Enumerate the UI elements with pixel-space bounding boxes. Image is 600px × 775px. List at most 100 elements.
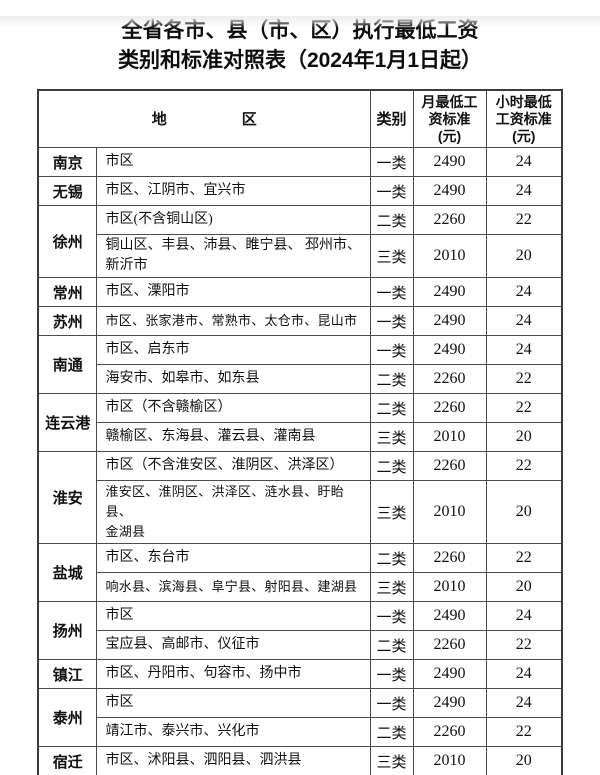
hourly-wage-cell: 24 — [485, 306, 563, 336]
category-cell: 二类 — [369, 393, 414, 423]
area-cell: 市区、丹阳市、句容市、扬中市 — [96, 659, 371, 689]
category-cell: 三类 — [369, 480, 414, 544]
page-title-line2: 类别和标准对照表（2024年1月1日起） — [117, 49, 483, 72]
category-cell: 三类 — [369, 422, 414, 452]
category-cell: 二类 — [369, 630, 414, 660]
table-row: 淮安 市区（不含淮安区、淮阴区、洪泽区） 二类 2260 22 — [37, 451, 563, 544]
category-cell: 一类 — [369, 277, 414, 307]
city-cell: 连云港 — [37, 393, 98, 452]
monthly-wage-cell: 2260 — [412, 393, 487, 423]
monthly-wage-cell: 2490 — [412, 659, 487, 689]
monthly-wage-cell: 2010 — [412, 572, 487, 602]
area-cell: 市区 — [96, 147, 371, 177]
hourly-wage-cell: 24 — [485, 659, 563, 689]
area-cell: 赣榆区、东海县、灌云县、灌南县 — [96, 422, 371, 452]
category-cell: 二类 — [369, 543, 414, 573]
city-cell: 徐州 — [37, 205, 98, 278]
area-cell: 市区 — [96, 688, 371, 718]
hourly-wage-cell: 24 — [485, 688, 563, 718]
table-row: 南京 市区 一类 2490 24 — [37, 147, 563, 177]
table-row: 常州 市区、溧阳市 一类 2490 24 — [37, 277, 563, 307]
city-cell: 无锡 — [37, 176, 98, 206]
monthly-wage-cell: 2490 — [412, 688, 487, 718]
area-cell: 靖江市、泰兴市、兴化市 — [96, 717, 371, 747]
category-cell: 一类 — [369, 601, 414, 631]
table-row: 南通 市区、启东市 一类 2490 24 — [37, 335, 563, 394]
monthly-wage-cell: 2010 — [412, 234, 487, 278]
col-header-category: 类别 — [369, 89, 414, 148]
area-cell: 淮安区、淮阴区、洪泽区、涟水县、盱眙县、 金湖县 — [96, 480, 371, 544]
hourly-wage-cell: 22 — [485, 543, 563, 573]
table-header-row: 地 区 类别 月最低工 资标准 (元) 小时最低 工资标准 (元) — [37, 89, 563, 148]
category-cell: 三类 — [369, 234, 414, 278]
monthly-wage-cell: 2010 — [412, 422, 487, 452]
city-cell: 镇江 — [37, 659, 98, 689]
category-cell: 三类 — [369, 746, 414, 775]
monthly-wage-cell: 2490 — [412, 306, 487, 336]
hourly-wage-cell: 20 — [485, 480, 563, 544]
page-top-shadow — [0, 16, 600, 28]
area-cell: 市区（不含淮安区、淮阴区、洪泽区） — [96, 451, 371, 481]
city-cell: 苏州 — [37, 306, 98, 336]
monthly-wage-cell: 2490 — [412, 277, 487, 307]
area-cell: 市区(不含铜山区) — [96, 205, 371, 235]
hourly-wage-cell: 24 — [485, 277, 563, 307]
hourly-wage-cell: 22 — [485, 451, 563, 481]
area-cell: 市区（不含赣榆区） — [96, 393, 371, 423]
min-wage-table: 地 区 类别 月最低工 资标准 (元) 小时最低 工资标准 (元) 南京 市区 一类… — [36, 89, 563, 775]
table-row: 靖江市、泰兴市、兴化市 二类 2260 22 — [38, 717, 563, 747]
area-cell: 市区、张家港市、常熟市、太仓市、昆山市 — [96, 306, 371, 336]
category-cell: 一类 — [369, 335, 414, 365]
city-cell: 扬州 — [37, 601, 98, 660]
monthly-wage-cell: 2260 — [412, 630, 487, 660]
table-row: 无锡 市区、江阴市、宜兴市 一类 2490 24 — [37, 176, 563, 206]
area-cell: 市区、溧阳市 — [96, 277, 371, 307]
monthly-wage-cell: 2260 — [412, 451, 487, 481]
category-cell: 三类 — [369, 572, 414, 602]
area-cell: 市区、启东市 — [96, 335, 371, 365]
category-cell: 一类 — [369, 147, 414, 177]
hourly-wage-cell: 20 — [485, 746, 563, 775]
table-row: 连云港 市区（不含赣榆区） 二类 2260 22 — [37, 393, 563, 452]
hourly-wage-cell: 24 — [485, 147, 563, 177]
monthly-wage-cell: 2260 — [412, 364, 487, 394]
monthly-wage-cell: 2260 — [412, 543, 487, 573]
area-cell: 海安市、如皋市、如东县 — [96, 364, 371, 394]
area-cell: 市区、江阴市、宜兴市 — [96, 176, 371, 206]
city-cell: 南通 — [37, 335, 98, 394]
city-cell: 常州 — [37, 277, 98, 307]
table-row: 盐城 市区、东台市 二类 2260 22 — [37, 543, 563, 602]
hourly-wage-cell: 24 — [485, 601, 563, 631]
category-cell: 二类 — [369, 451, 414, 481]
category-cell: 二类 — [369, 717, 414, 747]
hourly-wage-cell: 22 — [485, 630, 563, 660]
area-cell: 市区、东台市 — [96, 543, 371, 573]
area-cell: 市区、沭阳县、泗阳县、泗洪县 — [96, 746, 371, 775]
area-cell: 铜山区、丰县、沛县、睢宁县、 邳州市、 新沂市 — [96, 234, 371, 278]
hourly-wage-cell: 20 — [485, 234, 563, 278]
monthly-wage-cell: 2490 — [412, 601, 487, 631]
city-cell: 宿迁 — [37, 746, 98, 775]
monthly-wage-cell: 2490 — [412, 147, 487, 177]
monthly-wage-cell: 2490 — [412, 335, 487, 365]
hourly-wage-cell: 22 — [485, 364, 563, 394]
city-cell: 南京 — [37, 147, 98, 177]
hourly-wage-cell: 24 — [485, 176, 563, 206]
table-row: 苏州 市区、张家港市、常熟市、太仓市、昆山市 一类 2490 24 — [37, 306, 563, 336]
area-cell: 市区 — [96, 601, 371, 631]
table-row: 赣榆区、东海县、灌云县、灌南县 三类 2010 20 — [38, 422, 563, 452]
city-cell: 盐城 — [37, 543, 98, 602]
hourly-wage-cell: 20 — [485, 422, 563, 452]
col-header-monthly-wage: 月最低工 资标准 (元) — [412, 89, 487, 148]
hourly-wage-cell: 22 — [485, 393, 563, 423]
monthly-wage-cell: 2260 — [412, 205, 487, 235]
col-header-region: 地 区 — [37, 89, 371, 148]
hourly-wage-cell: 22 — [485, 205, 563, 235]
table-row: 海安市、如皋市、如东县 二类 2260 22 — [38, 364, 563, 394]
city-cell: 淮安 — [37, 451, 98, 544]
table-row: 扬州 市区 一类 2490 24 — [37, 601, 563, 660]
table-row: 响水县、滨海县、阜宁县、射阳县、建湖县 三类 2010 20 — [38, 572, 563, 602]
table-row: 镇江 市区、丹阳市、句容市、扬中市 一类 2490 24 — [37, 659, 563, 689]
category-cell: 二类 — [369, 205, 414, 235]
area-cell: 响水县、滨海县、阜宁县、射阳县、建湖县 — [96, 572, 371, 602]
